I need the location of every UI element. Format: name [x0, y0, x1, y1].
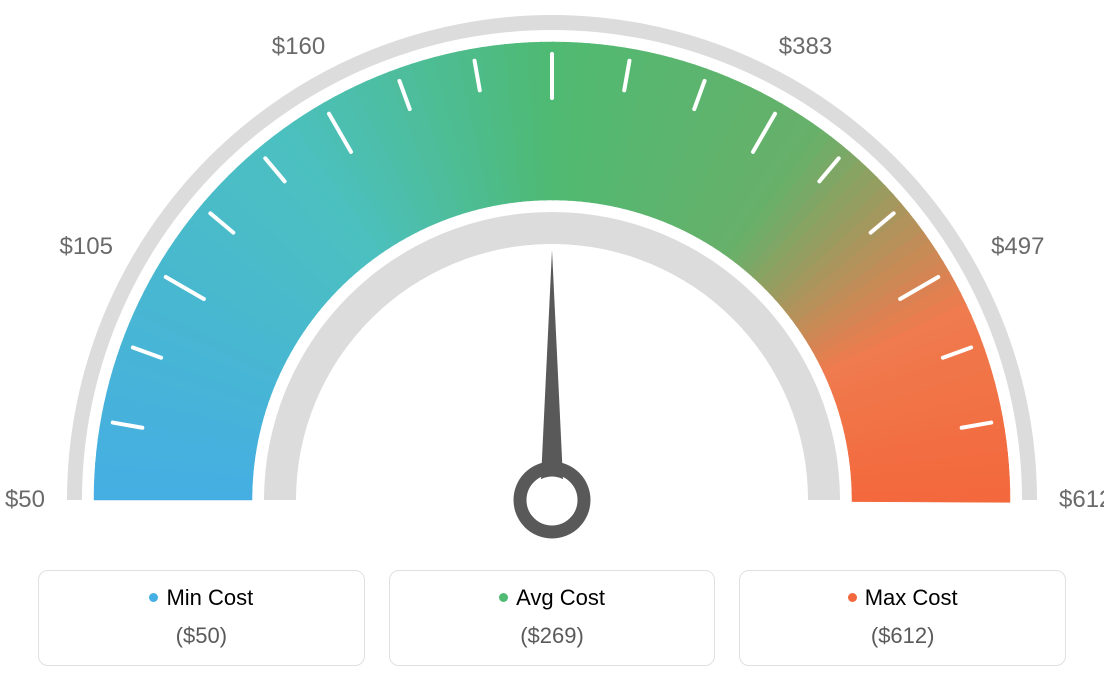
legend-box-max: Max Cost ($612): [739, 570, 1066, 666]
gauge-tick-label: $497: [991, 233, 1044, 261]
legend-title-min: Min Cost: [49, 585, 354, 611]
gauge-tick-label: $383: [779, 33, 832, 61]
legend-label-avg: Avg Cost: [516, 585, 605, 610]
legend-box-min: Min Cost ($50): [38, 570, 365, 666]
gauge-tick-label: $105: [60, 233, 113, 261]
legend-dot-avg: [499, 593, 508, 602]
legend-row: Min Cost ($50) Avg Cost ($269) Max Cost …: [0, 560, 1104, 666]
gauge-tick-label: $160: [272, 33, 325, 61]
gauge-tick-label: $50: [5, 486, 45, 514]
legend-title-max: Max Cost: [750, 585, 1055, 611]
legend-dot-max: [848, 593, 857, 602]
gauge-chart: $50$105$160$269$383$497$612: [0, 0, 1104, 560]
legend-value-avg: ($269): [400, 623, 705, 649]
legend-title-avg: Avg Cost: [400, 585, 705, 611]
gauge-tick-label: $612: [1059, 486, 1104, 514]
gauge-svg: [0, 0, 1104, 560]
legend-value-min: ($50): [49, 623, 354, 649]
legend-label-min: Min Cost: [166, 585, 253, 610]
legend-dot-min: [149, 593, 158, 602]
legend-box-avg: Avg Cost ($269): [389, 570, 716, 666]
legend-value-max: ($612): [750, 623, 1055, 649]
legend-label-max: Max Cost: [865, 585, 958, 610]
